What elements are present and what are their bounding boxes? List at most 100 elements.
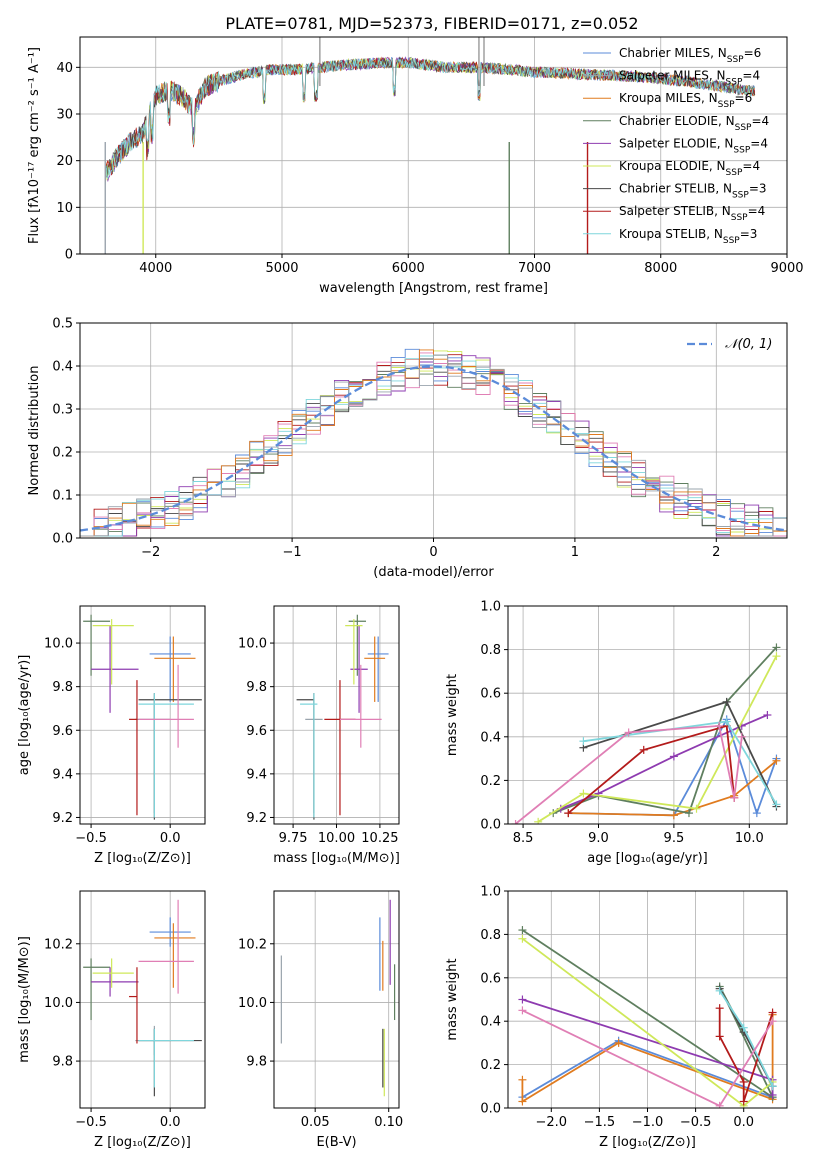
x-tick-label: 4000 (139, 261, 172, 276)
y-tick-label: 9.8 (52, 1055, 73, 1070)
panel-mass_weight_vs_age: 8.5 9.0 9.5 10.0 0.0 0.2 0.4 0.6 0.8 1.0 age [log₁… (445, 600, 788, 866)
y-tick-label: 10.0 (44, 637, 73, 652)
axes-frame (507, 605, 788, 825)
y-axis-label: mass weight (445, 674, 460, 756)
weight-line-1 (568, 760, 777, 817)
normal-legend-label: 𝒩(0, 1) (725, 337, 772, 352)
spectrum-line-8 (105, 57, 755, 179)
x-axis-label: age [log₁₀(age/yr)] (587, 851, 708, 866)
y-tick-label: 9.4 (246, 767, 267, 782)
x-tick-label: 9000 (770, 261, 803, 276)
legend-label: Kroupa ELODIE, NSSP=4 (619, 159, 760, 178)
y-tick-label: 1.0 (480, 600, 501, 615)
legend-subscript: SSP (726, 78, 743, 88)
y-tick-label: 0.1 (52, 489, 73, 504)
y-tick-label: 1.0 (480, 885, 501, 900)
legend-subscript: SSP (731, 213, 748, 223)
plot-area (511, 643, 781, 824)
axes-frame (507, 890, 788, 1109)
histogram-4 (80, 355, 787, 537)
legend-label: Chabrier STELIB, NSSP=3 (619, 182, 767, 201)
panel-age_vs_Z: −0.5 0.0 9.2 9.4 9.6 9.8 10.0 Z [log₁₀(Z/Z⊙)] ag… (17, 605, 206, 866)
legend-text: Chabrier STELIB, N (619, 182, 732, 196)
y-axis-label: Flux [fλ10⁻¹⁷ erg cm⁻² s⁻¹ A⁻¹] (27, 47, 42, 244)
x-tick-label: 10.25 (361, 831, 398, 846)
legend-text: Salpeter MILES, N (619, 69, 726, 83)
legend-label: Kroupa STELIB, NSSP=3 (619, 227, 757, 246)
plot-area (296, 614, 389, 820)
legend-subscript: SSP (735, 123, 752, 133)
x-axis-label: wavelength [Angstrom, rest frame] (319, 281, 548, 296)
x-tick-label: 9.5 (664, 831, 685, 846)
plot-area (83, 614, 202, 820)
panel-mass_vs_Z: −0.5 0.0 9.8 10.0 10.2 Z [log₁₀(Z/Z⊙)] mass [l… (17, 890, 206, 1150)
x-tick-label: 0.0 (160, 1115, 181, 1130)
x-tick-label: 0.0 (733, 1115, 754, 1130)
axes-frame (79, 322, 788, 539)
legend-label: Salpeter STELIB, NSSP=4 (619, 204, 765, 223)
x-tick-label: 0 (429, 545, 437, 560)
legend-subscript: SSP (726, 168, 743, 178)
legend-suffix: =4 (742, 69, 760, 83)
legend-suffix: =4 (742, 159, 760, 173)
x-tick-label: 1 (571, 545, 579, 560)
y-tick-label: 0.0 (480, 818, 501, 833)
y-axis-label: mass [log₁₀(M/M⊙)] (17, 936, 32, 1063)
y-tick-label: 0 (65, 248, 73, 263)
x-tick-label: −0.5 (75, 831, 107, 846)
y-tick-label: 10.2 (44, 937, 73, 952)
x-axis-label: mass [log₁₀(M/M⊙)] (273, 851, 400, 866)
x-tick-label: 9.75 (279, 831, 308, 846)
x-axis-label: Z [log₁₀(Z/Z⊙)] (94, 851, 191, 866)
x-axis-label: E(B-V) (316, 1135, 356, 1150)
legend-subscript: SSP (727, 55, 744, 65)
plot-area (518, 926, 777, 1108)
axes-frame (79, 890, 206, 1109)
legend-label: Salpeter ELODIE, NSSP=4 (619, 136, 768, 155)
y-tick-label: 20 (56, 154, 73, 169)
x-tick-label: −1.0 (632, 1115, 664, 1130)
legend-text: Chabrier MILES, N (619, 46, 727, 60)
y-tick-label: 0.2 (480, 1058, 501, 1073)
x-tick-label: 9.0 (588, 831, 609, 846)
chart-layer: 4000 5000 6000 7000 8000 9000010203040wavelen… (17, 36, 804, 1150)
y-tick-label: 0.8 (480, 928, 501, 943)
x-tick-label: 5000 (265, 261, 298, 276)
x-tick-label: 8000 (644, 261, 677, 276)
y-tick-label: 10.2 (238, 937, 267, 952)
weight-line-0 (568, 717, 778, 817)
panel-age_vs_mass: 9.75 10.00 10.25 9.2 9.4 9.6 9.8 10.0 mass [log₁… (238, 605, 400, 866)
x-tick-label: 0.05 (301, 1115, 330, 1130)
y-tick-label: 9.2 (52, 811, 73, 826)
legend-subscript: SSP (732, 191, 749, 201)
y-tick-label: 9.8 (52, 680, 73, 695)
y-tick-label: 10.0 (238, 996, 267, 1011)
x-tick-label: 10.0 (735, 831, 764, 846)
x-axis-label: Z [log₁₀(Z/Z⊙)] (94, 1135, 191, 1150)
normal-curve (80, 365, 787, 532)
y-tick-label: 0.6 (480, 687, 501, 702)
y-tick-label: 9.2 (246, 811, 267, 826)
x-tick-label: 7000 (518, 261, 551, 276)
y-tick-label: 9.8 (246, 1055, 267, 1070)
weight-line-7 (583, 720, 778, 805)
x-tick-label: −2.0 (536, 1115, 568, 1130)
y-tick-label: 0.5 (52, 317, 73, 332)
x-tick-label: 2 (712, 545, 720, 560)
panel-mass_vs_ebv: 0.05 0.10 9.8 10.0 10.2 E(B-V) (238, 890, 403, 1150)
legend-label: Salpeter MILES, NSSP=4 (619, 69, 760, 88)
y-tick-label: 9.4 (52, 767, 73, 782)
histogram-2 (80, 349, 787, 537)
plot-area (83, 899, 202, 1097)
y-tick-label: 0.0 (480, 1102, 501, 1117)
legend-suffix: =3 (749, 182, 767, 196)
axes-frame (79, 605, 206, 825)
legend-text: Salpeter STELIB, N (619, 204, 731, 218)
y-tick-label: 9.8 (246, 680, 267, 695)
y-tick-label: 0.4 (480, 730, 501, 745)
legend-subscript: SSP (723, 236, 740, 246)
legend-suffix: =3 (740, 227, 758, 241)
y-tick-label: 0.6 (480, 971, 501, 986)
